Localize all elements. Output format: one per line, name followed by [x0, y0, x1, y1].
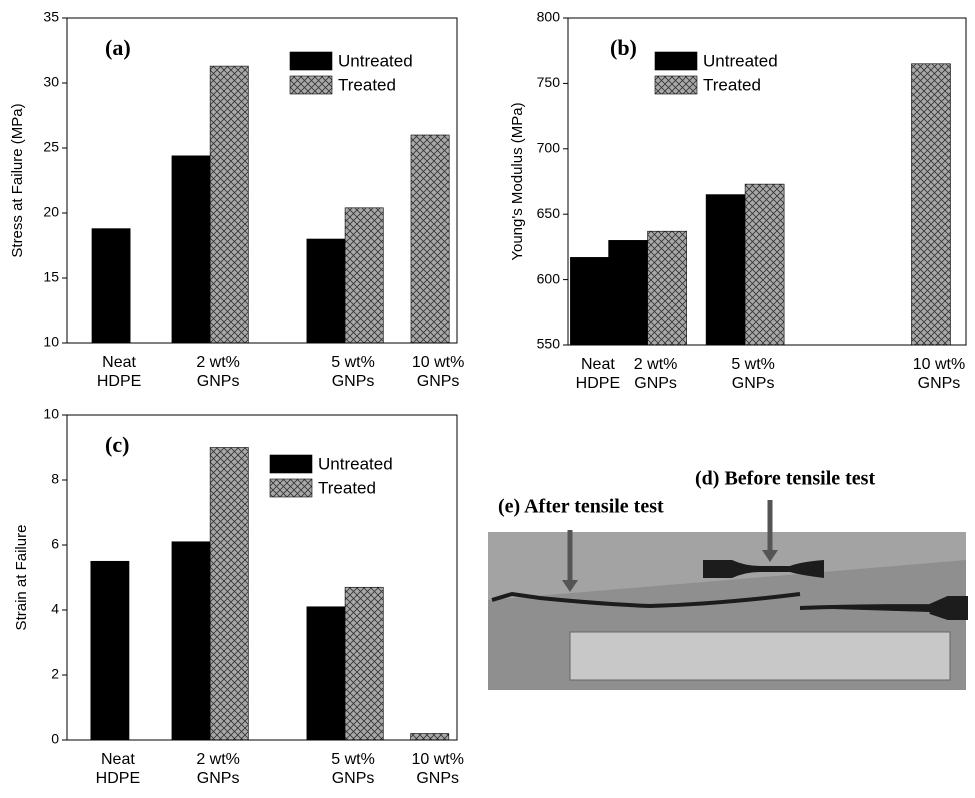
bar: [209, 447, 249, 741]
legend-label: Untreated: [338, 51, 413, 70]
x-tick-label: HDPE: [96, 770, 140, 787]
x-tick-label: GNPs: [416, 770, 459, 787]
y-tick-label: 30: [43, 74, 59, 90]
bar: [647, 230, 687, 346]
y-tick-label: 600: [537, 270, 561, 286]
legend-swatch: [269, 454, 313, 474]
bar: [410, 134, 450, 344]
y-tick-label: 20: [43, 204, 59, 220]
bar: [209, 65, 249, 344]
legend-swatch: [654, 51, 698, 71]
x-tick-label: 10 wt%: [412, 354, 464, 371]
ruler: [569, 631, 951, 681]
specimen-before: [703, 560, 824, 578]
arrow-d-head: [762, 550, 778, 562]
x-tick-label: GNPs: [918, 375, 961, 392]
x-tick-label: HDPE: [97, 373, 141, 390]
bar: [171, 155, 211, 344]
y-tick-label: 4: [51, 601, 59, 617]
y-tick-label: 10: [43, 406, 59, 422]
x-tick-label: 10 wt%: [913, 356, 965, 373]
bar: [410, 733, 450, 741]
legend-swatch: [654, 75, 698, 95]
x-tick-label: Neat: [102, 354, 136, 371]
legend-swatch: [269, 478, 313, 498]
x-tick-label: GNPs: [417, 373, 460, 390]
bar: [306, 238, 346, 344]
x-tick-label: Neat: [581, 356, 615, 373]
legend-label: Treated: [318, 478, 376, 497]
bar: [911, 63, 951, 346]
bar: [705, 194, 746, 346]
y-tick-label: 10: [43, 334, 59, 350]
y-tick-label: 25: [43, 139, 59, 155]
legend-swatch: [289, 75, 333, 95]
bar: [90, 560, 130, 741]
bar: [306, 606, 346, 741]
legend-label: Untreated: [318, 454, 393, 473]
x-tick-label: 5 wt%: [731, 356, 775, 373]
x-tick-label: GNPs: [332, 770, 375, 787]
x-tick-label: 5 wt%: [331, 751, 375, 768]
y-tick-label: 550: [537, 336, 561, 352]
y-tick-label: 15: [43, 269, 59, 285]
y-tick-label: 35: [43, 9, 59, 25]
y-tick-label: 0: [51, 731, 59, 747]
bar: [608, 240, 648, 346]
bar: [171, 541, 211, 741]
axes-frame: [567, 17, 967, 346]
x-tick-label: GNPs: [197, 770, 240, 787]
legend-label: Treated: [703, 75, 761, 94]
y-tick-label: 700: [537, 140, 561, 156]
x-tick-label: Neat: [101, 751, 135, 768]
y-axis-label: Stress at Failure (MPa): [9, 103, 26, 257]
arrow-e-head: [562, 580, 578, 592]
x-tick-label: 2 wt%: [634, 356, 678, 373]
panel-label: (b): [610, 35, 637, 60]
x-tick-label: GNPs: [197, 373, 240, 390]
bar: [344, 207, 384, 344]
x-tick-label: 2 wt%: [196, 751, 240, 768]
photo-label: (d) Before tensile test: [695, 468, 875, 490]
bar: [344, 586, 384, 741]
y-tick-label: 650: [537, 205, 561, 221]
x-tick-label: GNPs: [634, 375, 677, 392]
y-tick-label: 800: [537, 9, 561, 25]
y-tick-label: 6: [51, 536, 59, 552]
legend-label: Treated: [338, 75, 396, 94]
x-tick-label: 5 wt%: [331, 354, 375, 371]
axes-frame: [66, 17, 458, 344]
y-tick-label: 8: [51, 471, 59, 487]
x-tick-label: 2 wt%: [196, 354, 240, 371]
x-tick-label: GNPs: [332, 373, 375, 390]
legend-label: Untreated: [703, 51, 778, 70]
y-axis-label: Strain at Failure: [13, 525, 30, 631]
y-tick-label: 2: [51, 666, 59, 682]
axes-frame: [66, 414, 458, 741]
specimen-after-left: [491, 591, 801, 609]
photo-label: (e) After tensile test: [498, 496, 664, 518]
photo: (d) Before tensile test (e) After tensil…: [488, 468, 968, 690]
x-tick-label: 10 wt%: [411, 751, 463, 768]
legend-swatch: [289, 51, 333, 71]
x-tick-label: HDPE: [576, 375, 620, 392]
y-axis-label: Young's Modulus (MPa): [509, 102, 526, 260]
y-tick-label: 750: [537, 74, 561, 90]
x-tick-label: GNPs: [732, 375, 775, 392]
bar: [744, 183, 785, 346]
panel-label: (a): [105, 35, 131, 60]
bar: [91, 228, 131, 344]
panel-label: (c): [105, 432, 129, 457]
bar: [570, 257, 610, 346]
specimen-after-right: [799, 596, 968, 620]
